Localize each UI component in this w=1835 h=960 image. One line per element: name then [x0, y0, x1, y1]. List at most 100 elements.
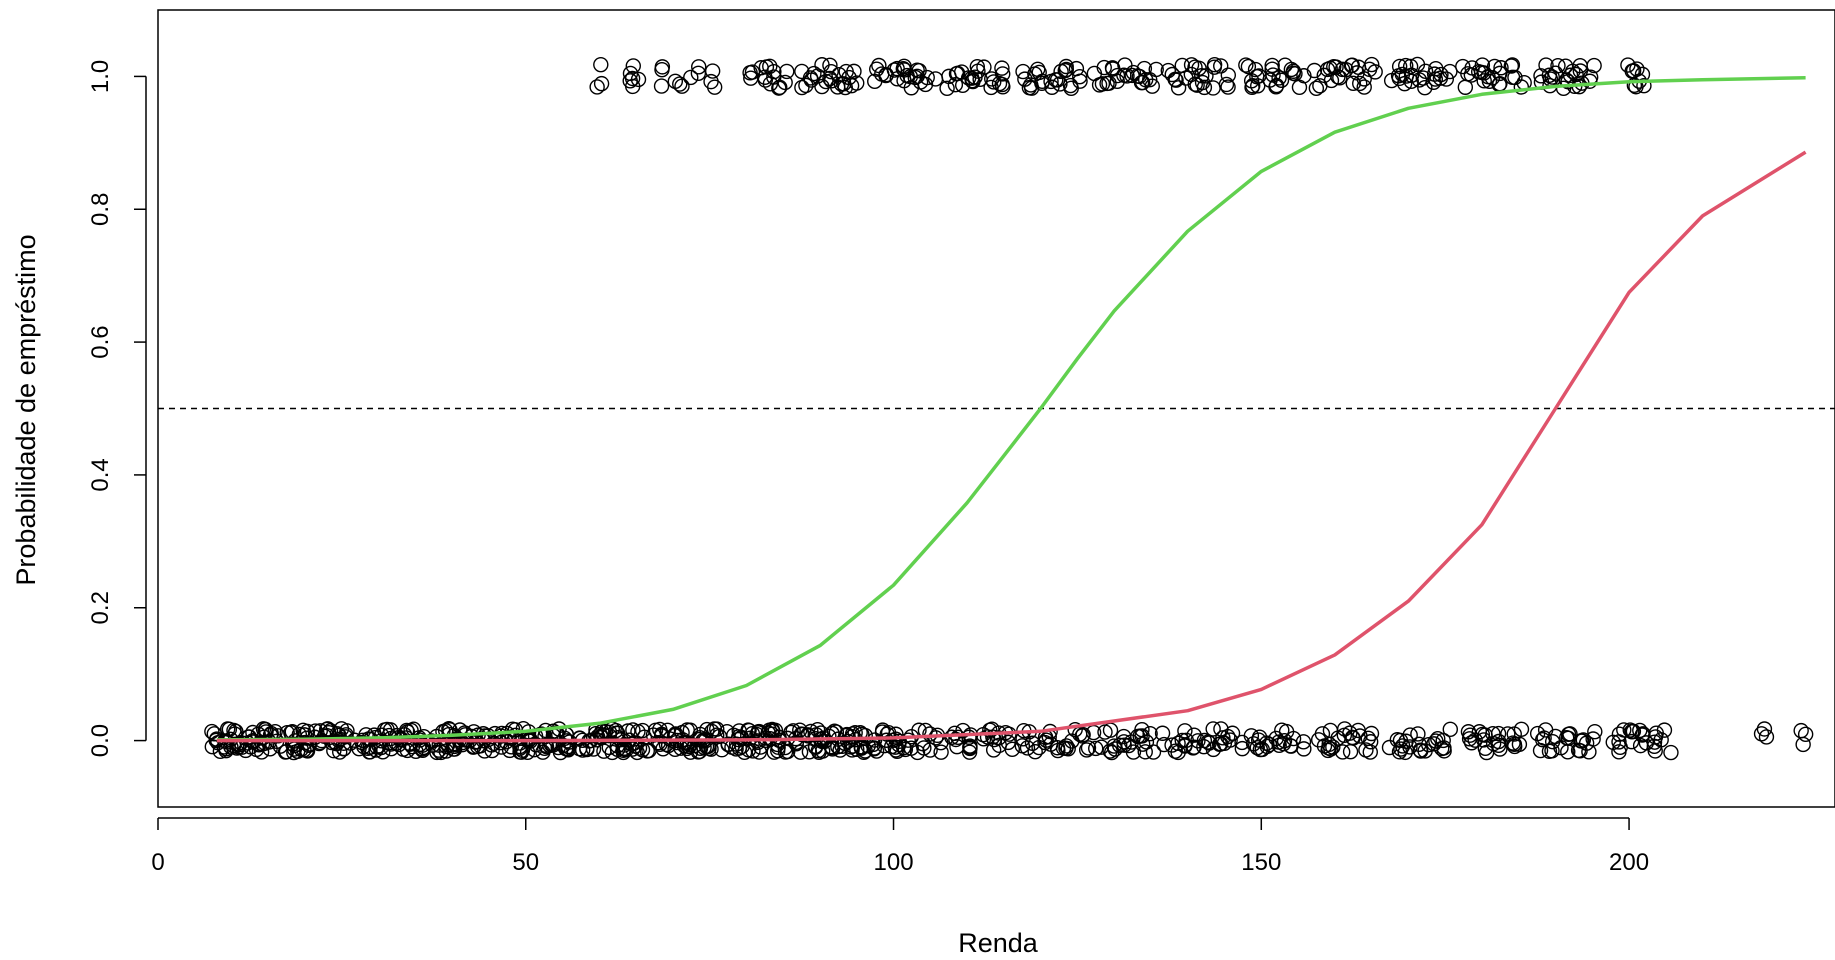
observation-point	[1205, 721, 1221, 737]
observation-point	[1436, 743, 1452, 759]
observation-point	[1503, 58, 1520, 74]
observation-point	[1663, 744, 1679, 761]
observation-point	[853, 740, 870, 756]
observation-point	[1320, 742, 1336, 759]
observation-point	[1793, 722, 1809, 739]
observation-point	[1238, 57, 1254, 73]
observation-point	[1068, 60, 1085, 77]
observation-point	[1168, 72, 1184, 88]
observation-point	[1135, 736, 1151, 752]
observation-point	[888, 742, 904, 758]
observation-point	[900, 732, 916, 748]
observation-point	[1220, 79, 1236, 95]
observation-point	[1027, 743, 1043, 760]
observation-point	[1653, 732, 1669, 748]
observation-point	[1342, 743, 1359, 760]
observation-point	[1240, 58, 1257, 75]
observation-point	[1296, 741, 1312, 757]
observation-point	[961, 744, 978, 760]
observation-point	[1513, 721, 1530, 737]
observation-point	[1426, 736, 1442, 752]
x-tick-label: 0	[151, 849, 164, 876]
observation-point	[1285, 730, 1302, 747]
observation-point	[823, 73, 840, 89]
observation-point	[1397, 744, 1413, 761]
observation-point	[557, 730, 573, 747]
observation-point	[1134, 74, 1151, 91]
observation-point	[950, 729, 966, 746]
y-tick-label: 0.6	[87, 325, 114, 358]
observation-point	[652, 736, 668, 753]
observation-point	[1616, 722, 1632, 738]
observation-point	[814, 743, 831, 759]
observation-point	[1332, 70, 1348, 86]
observation-point	[1568, 66, 1584, 83]
observation-point	[1102, 722, 1119, 738]
observation-point	[821, 728, 837, 745]
x-axis: 0 50 100 150 200	[151, 817, 1649, 876]
observation-point	[447, 736, 464, 753]
observation-point	[1177, 738, 1193, 754]
observation-point	[1273, 72, 1290, 88]
observation-point	[299, 743, 316, 759]
observation-point	[1296, 68, 1312, 84]
observation-point	[1101, 75, 1117, 91]
observation-point	[1078, 742, 1095, 758]
observation-point	[1080, 740, 1097, 756]
observation-point	[703, 73, 719, 90]
observation-point	[691, 59, 707, 75]
observation-point	[1048, 72, 1064, 88]
observation-point	[1352, 75, 1368, 92]
observation-point	[593, 56, 609, 73]
observation-point	[1334, 744, 1351, 760]
observation-point	[916, 740, 932, 756]
observation-point	[1213, 58, 1229, 74]
observation-point	[836, 76, 852, 92]
observation-point	[1363, 725, 1380, 742]
observation-point	[1797, 726, 1814, 742]
observation-point	[1190, 733, 1206, 749]
observation-point	[1094, 76, 1111, 92]
observation-point	[1462, 727, 1478, 743]
observation-point	[1062, 77, 1079, 94]
observation-point	[1211, 736, 1228, 752]
observation-point	[466, 724, 482, 740]
observation-point	[1553, 740, 1569, 756]
observation-point	[1167, 743, 1183, 759]
observation-point	[897, 741, 914, 758]
observation-point	[1417, 80, 1433, 96]
observation-point	[1112, 737, 1128, 754]
observation-point	[986, 74, 1002, 90]
observation-point	[1504, 57, 1521, 73]
observation-point	[484, 742, 500, 759]
observation-point	[1629, 61, 1645, 77]
observation-point	[868, 743, 885, 759]
observation-point	[1636, 78, 1652, 94]
observation-point	[1463, 67, 1480, 83]
observation-point	[1513, 79, 1530, 95]
observation-point	[1271, 70, 1287, 86]
observation-point	[1362, 744, 1378, 760]
observation-point	[1086, 65, 1103, 82]
observation-point	[793, 726, 810, 742]
y-tick-label: 0.4	[87, 458, 114, 491]
observation-point	[226, 722, 242, 739]
observation-point	[1220, 67, 1237, 83]
observation-point	[1283, 61, 1300, 78]
observation-point	[625, 741, 641, 757]
observation-point	[683, 69, 699, 86]
observation-point	[919, 69, 935, 86]
observation-point	[1578, 735, 1595, 751]
observation-point	[1476, 73, 1492, 89]
observation-point	[1605, 734, 1621, 751]
x-tick-label: 100	[874, 849, 914, 876]
observation-point	[1170, 735, 1186, 752]
observation-point	[885, 732, 901, 749]
observation-point	[1287, 66, 1303, 82]
observation-point	[1533, 68, 1549, 84]
observation-point	[777, 74, 793, 91]
observation-point	[1322, 722, 1339, 739]
observation-point	[1189, 77, 1205, 93]
observation-point	[1264, 57, 1280, 74]
